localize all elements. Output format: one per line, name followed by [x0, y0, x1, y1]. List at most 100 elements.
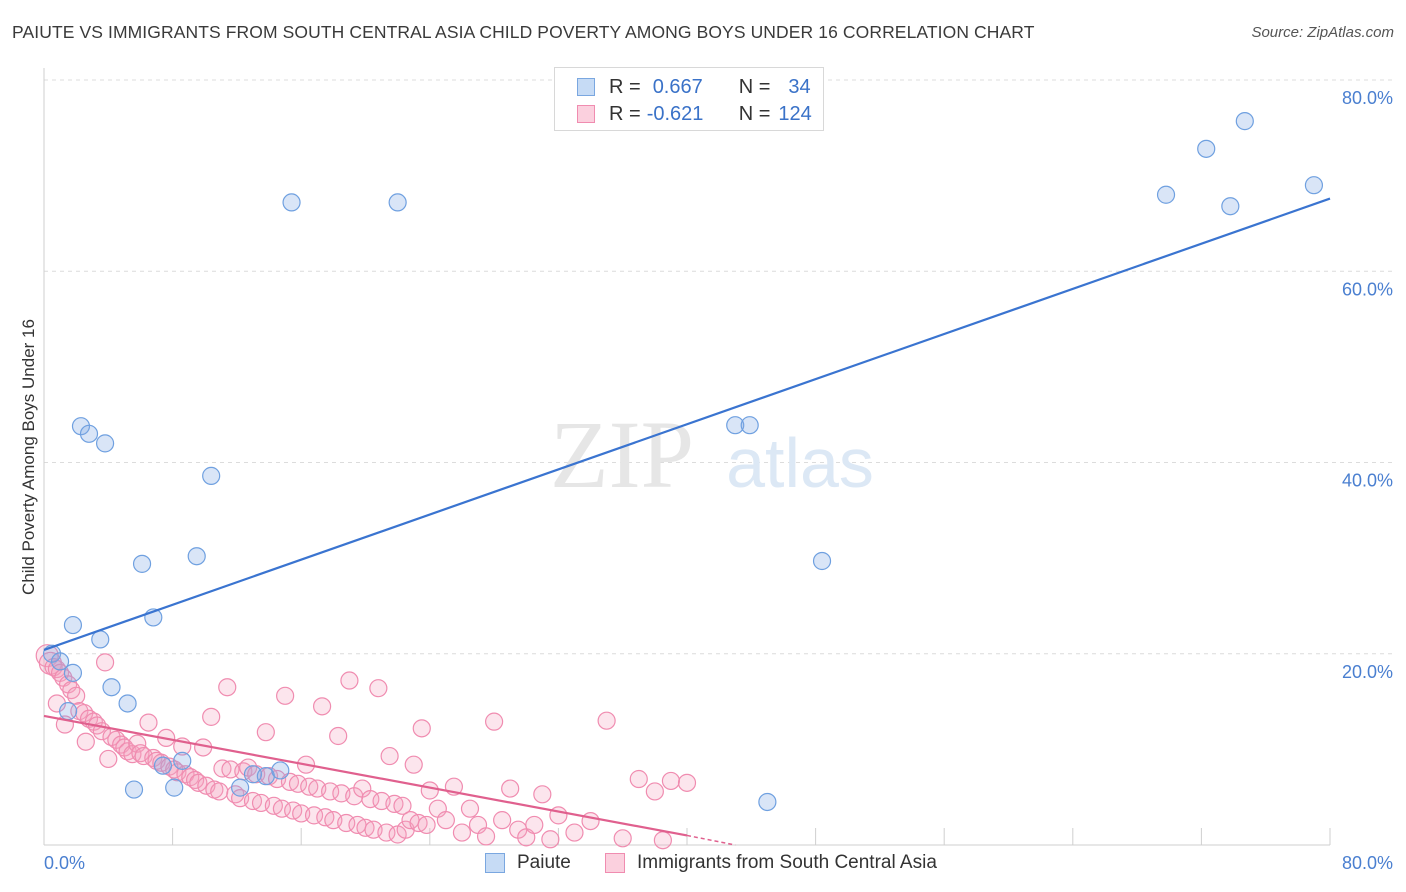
y-tick-label: 40.0%: [1342, 471, 1393, 491]
paiute-point: [388, 193, 407, 212]
paiute-point: [282, 193, 301, 212]
paiute-point: [187, 547, 206, 566]
immigrants-point: [493, 811, 512, 830]
n-label: N =: [738, 102, 771, 125]
legend-row-paiute: R = 0.667 N = 34: [577, 74, 811, 100]
immigrants-swatch: [577, 105, 595, 123]
immigrants-point: [218, 678, 237, 697]
immigrants-point: [256, 723, 275, 742]
x-tick-label-right: 80.0%: [1342, 853, 1393, 873]
immigrants-point: [460, 799, 480, 818]
immigrants-point: [139, 713, 158, 732]
immigrants-point: [541, 830, 560, 849]
watermark-zip: ZIP: [550, 401, 694, 508]
legend-item-immigrants: Immigrants from South Central Asia: [605, 852, 937, 874]
immigrants-trend-line: [43, 714, 688, 837]
watermark: ZIP atlas: [550, 401, 874, 508]
r-label: R =: [609, 75, 641, 98]
paiute-point: [63, 615, 83, 635]
y-tick-label: 80.0%: [1342, 88, 1393, 108]
paiute-point: [165, 778, 184, 797]
paiute-point: [50, 652, 70, 671]
immigrants-point: [420, 781, 439, 800]
immigrants-point: [340, 671, 359, 690]
immigrants-point: [476, 827, 496, 846]
watermark-atlas: atlas: [726, 424, 874, 502]
grid: [44, 79, 1392, 655]
r-value: 0.667: [652, 75, 703, 98]
immigrants-point: [76, 732, 95, 751]
immigrants-point: [176, 765, 195, 784]
paiute-trend-line: [43, 197, 1331, 651]
immigrants-point: [377, 823, 396, 842]
immigrants-point: [412, 719, 431, 738]
paiute-point: [202, 466, 221, 485]
paiute-point: [153, 756, 173, 775]
immigrants-point: [288, 774, 308, 793]
legend-item-paiute: Paiute: [485, 852, 571, 874]
immigrants-point: [533, 785, 552, 804]
paiute-point: [758, 792, 777, 812]
immigrants-point: [645, 782, 664, 801]
paiute-point: [1304, 176, 1324, 195]
r-label: R =: [609, 102, 641, 125]
source-label: Source: ZipAtlas.com: [1251, 24, 1394, 41]
immigrants-point: [525, 815, 544, 835]
immigrants-point: [452, 823, 472, 842]
immigrants-point: [95, 653, 115, 672]
x-tick-label-left: 0.0%: [44, 853, 85, 873]
paiute-point: [812, 551, 832, 571]
y-tick-label: 20.0%: [1342, 662, 1393, 682]
paiute-point: [1156, 185, 1176, 204]
immigrants-point: [210, 782, 229, 801]
immigrants-point: [597, 711, 616, 730]
immigrants-legend-label: Immigrants from South Central Asia: [637, 852, 937, 873]
paiute-point: [726, 416, 745, 435]
immigrants-point: [337, 813, 356, 833]
paiute-points: [42, 112, 1324, 812]
immigrants-point: [312, 697, 332, 716]
paiute-point: [124, 780, 144, 799]
paiute-point: [91, 630, 110, 649]
immigrants-trend-extension: [686, 834, 736, 846]
immigrants-point: [677, 773, 697, 792]
legend-row-immigrants: R = -0.621 N = 124: [577, 101, 812, 127]
series-legend: Paiute Immigrants from South Central Asi…: [0, 852, 1406, 878]
immigrants-point: [629, 769, 648, 789]
n-value: 34: [788, 75, 811, 98]
y-axis-title: Child Poverty Among Boys Under 16: [19, 319, 38, 595]
immigrants-point: [581, 811, 600, 831]
paiute-point: [1197, 139, 1216, 158]
y-tick-labels: 20.0% 40.0% 60.0% 80.0%: [1342, 88, 1393, 682]
paiute-point: [1235, 112, 1254, 131]
correlation-legend: R = 0.667 N = 34 R = -0.621 N = 124: [554, 67, 824, 131]
immigrants-point: [661, 771, 681, 791]
paiute-legend-label: Paiute: [517, 852, 571, 873]
y-tick-label: 60.0%: [1342, 279, 1393, 299]
paiute-swatch: [577, 78, 595, 96]
n-label: N =: [738, 75, 771, 98]
paiute-point: [102, 678, 121, 697]
paiute-point: [118, 694, 137, 713]
immigrants-point: [417, 815, 436, 835]
immigrants-point: [186, 770, 205, 790]
immigrants-point: [613, 829, 632, 848]
immigrants-point: [276, 686, 295, 705]
immigrants-point: [404, 755, 423, 774]
paiute-point: [59, 702, 78, 721]
immigrants-point: [329, 726, 348, 746]
immigrants-point: [361, 789, 380, 809]
immigrants-point: [67, 686, 86, 705]
immigrants-point: [202, 707, 221, 726]
immigrants-point: [393, 796, 412, 815]
immigrants-point: [485, 712, 504, 731]
paiute-point: [173, 751, 192, 770]
immigrants-point: [565, 823, 584, 842]
paiute-point: [1221, 197, 1240, 216]
chart-title: PAIUTE VS IMMIGRANTS FROM SOUTH CENTRAL …: [12, 22, 1035, 42]
paiute-point: [79, 424, 99, 443]
immigrants-point: [653, 831, 672, 850]
n-value: 124: [778, 102, 812, 125]
immigrants-point: [436, 811, 455, 830]
